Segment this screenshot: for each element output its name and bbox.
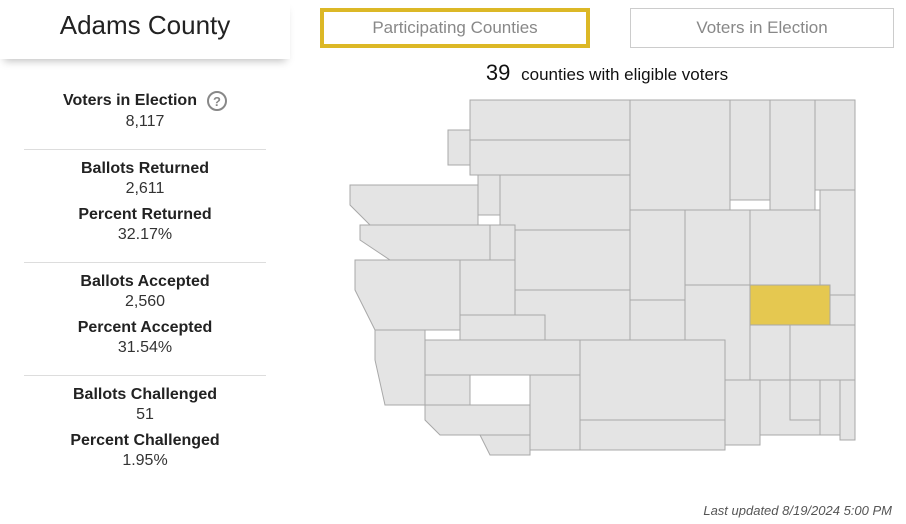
- stat-challenged-pct-label: Percent Challenged: [24, 432, 266, 450]
- stat-challenged-value: 51: [24, 406, 266, 424]
- sidebar: Adams County Voters in Election ? 8,117 …: [0, 0, 290, 524]
- county-asotin[interactable]: [840, 380, 855, 440]
- county-clallam[interactable]: [350, 185, 478, 225]
- stat-accepted-label: Ballots Accepted: [80, 273, 209, 291]
- county-wahkiakum[interactable]: [425, 375, 470, 405]
- county-okanogan[interactable]: [630, 100, 730, 210]
- map-caption: 39 counties with eligible voters: [320, 60, 894, 86]
- stats-panel: Voters in Election ? 8,117 Ballots Retur…: [0, 81, 290, 488]
- county-jefferson[interactable]: [360, 225, 490, 260]
- county-island[interactable]: [478, 175, 500, 215]
- county-pend-oreille[interactable]: [815, 100, 855, 190]
- county-douglas[interactable]: [685, 210, 750, 285]
- county-san-juan[interactable]: [448, 130, 470, 165]
- county-klickitat[interactable]: [580, 420, 725, 450]
- stat-voters-value: 8,117: [24, 113, 266, 131]
- county-whatcom[interactable]: [470, 100, 630, 140]
- county-mason[interactable]: [460, 260, 515, 315]
- county-pacific[interactable]: [375, 330, 425, 405]
- map-count: 39: [486, 60, 510, 85]
- last-updated: Last updated 8/19/2024 5:00 PM: [703, 503, 892, 518]
- county-clark[interactable]: [480, 435, 530, 455]
- state-map[interactable]: [330, 90, 885, 460]
- stat-voters-label-row: Voters in Election ?: [24, 91, 266, 111]
- stat-challenged: Ballots Challenged 51 Percent Challenged…: [24, 375, 266, 488]
- stat-accepted-pct-label: Percent Accepted: [24, 319, 266, 337]
- county-columbia[interactable]: [790, 380, 820, 420]
- map-svg: [330, 90, 885, 460]
- main-panel: Participating Counties Voters in Electio…: [290, 0, 906, 524]
- stat-challenged-label: Ballots Challenged: [73, 386, 217, 404]
- stat-accepted: Ballots Accepted 2,560 Percent Accepted …: [24, 262, 266, 375]
- county-ferry[interactable]: [730, 100, 770, 200]
- county-skagit[interactable]: [470, 140, 630, 175]
- stat-returned-pct-value: 32.17%: [24, 226, 266, 244]
- county-spokane-south[interactable]: [830, 295, 855, 325]
- county-grays-harbor[interactable]: [355, 260, 460, 330]
- stat-returned-pct-label: Percent Returned: [24, 206, 266, 224]
- county-spokane[interactable]: [820, 190, 855, 295]
- county-king[interactable]: [515, 230, 630, 290]
- county-skamania[interactable]: [530, 375, 580, 450]
- stat-voters-label: Voters in Election: [63, 92, 197, 110]
- stat-returned: Ballots Returned 2,611 Percent Returned …: [24, 149, 266, 262]
- tab-participating-counties[interactable]: Participating Counties: [320, 8, 590, 48]
- stat-accepted-value: 2,560: [24, 293, 266, 311]
- stat-accepted-pct-value: 31.54%: [24, 339, 266, 357]
- county-title: Adams County: [0, 10, 290, 41]
- stat-voters: Voters in Election ? 8,117: [24, 81, 266, 149]
- tabs: Participating Counties Voters in Electio…: [320, 8, 894, 48]
- stat-challenged-pct-value: 1.95%: [24, 452, 266, 470]
- stat-returned-label: Ballots Returned: [81, 160, 209, 178]
- county-benton[interactable]: [725, 380, 760, 445]
- county-cowlitz[interactable]: [425, 405, 530, 435]
- county-title-box: Adams County: [0, 0, 290, 59]
- tab-voters-in-election[interactable]: Voters in Election: [630, 8, 894, 48]
- county-yakima[interactable]: [580, 340, 725, 420]
- county-snohomish[interactable]: [500, 175, 630, 230]
- stat-returned-value: 2,611: [24, 180, 266, 198]
- county-chelan[interactable]: [630, 210, 685, 300]
- help-icon[interactable]: ?: [207, 91, 227, 111]
- county-stevens[interactable]: [770, 100, 815, 210]
- map-caption-text: counties with eligible voters: [521, 65, 728, 84]
- county-garfield[interactable]: [820, 380, 840, 435]
- county-franklin[interactable]: [750, 325, 790, 380]
- county-lincoln[interactable]: [750, 210, 820, 285]
